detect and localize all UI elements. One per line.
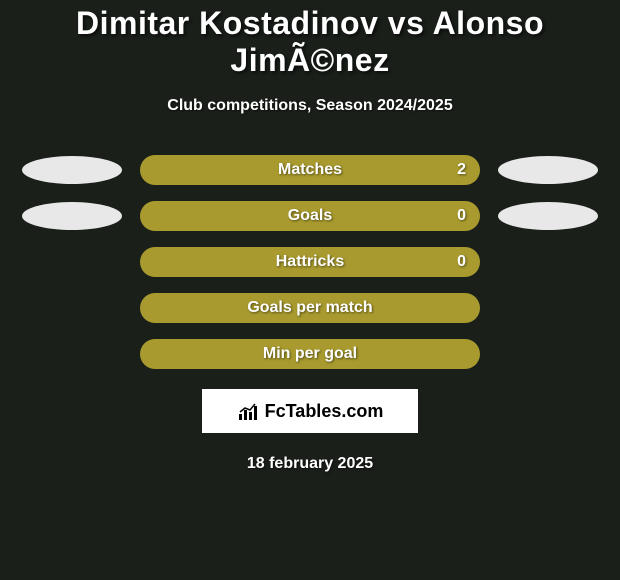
stat-label: Matches: [278, 161, 342, 179]
stat-value: 2: [457, 161, 466, 179]
stat-bar: Hattricks 0: [140, 247, 480, 277]
stat-bar: Goals 0: [140, 201, 480, 231]
right-ellipse: [498, 202, 598, 230]
subtitle: Club competitions, Season 2024/2025: [0, 97, 620, 115]
stat-value: 0: [457, 207, 466, 225]
page-title: Dimitar Kostadinov vs Alonso JimÃ©nez: [0, 5, 620, 79]
stat-label: Min per goal: [263, 345, 357, 363]
logo-box: FcTables.com: [202, 389, 418, 433]
left-ellipse: [22, 202, 122, 230]
stat-bar: Min per goal: [140, 339, 480, 369]
stat-row: Hattricks 0: [0, 247, 620, 277]
stat-label: Goals per match: [247, 299, 372, 317]
stat-value: 0: [457, 253, 466, 271]
stats-container: Matches 2 Goals 0 Hattricks 0 Goals per match M…: [0, 155, 620, 369]
main-container: Dimitar Kostadinov vs Alonso JimÃ©nez Cl…: [0, 0, 620, 473]
stat-row: Min per goal: [0, 339, 620, 369]
stat-bar: Matches 2: [140, 155, 480, 185]
logo-text: FcTables.com: [265, 401, 384, 422]
stat-bar: Goals per match: [140, 293, 480, 323]
left-ellipse: [22, 156, 122, 184]
chart-icon: [237, 402, 261, 420]
stat-row: Goals 0: [0, 201, 620, 231]
date-text: 18 february 2025: [0, 455, 620, 473]
stat-label: Goals: [288, 207, 332, 225]
stat-label: Hattricks: [276, 253, 344, 271]
right-ellipse: [498, 156, 598, 184]
stat-row: Goals per match: [0, 293, 620, 323]
stat-row: Matches 2: [0, 155, 620, 185]
logo-content: FcTables.com: [237, 401, 384, 422]
